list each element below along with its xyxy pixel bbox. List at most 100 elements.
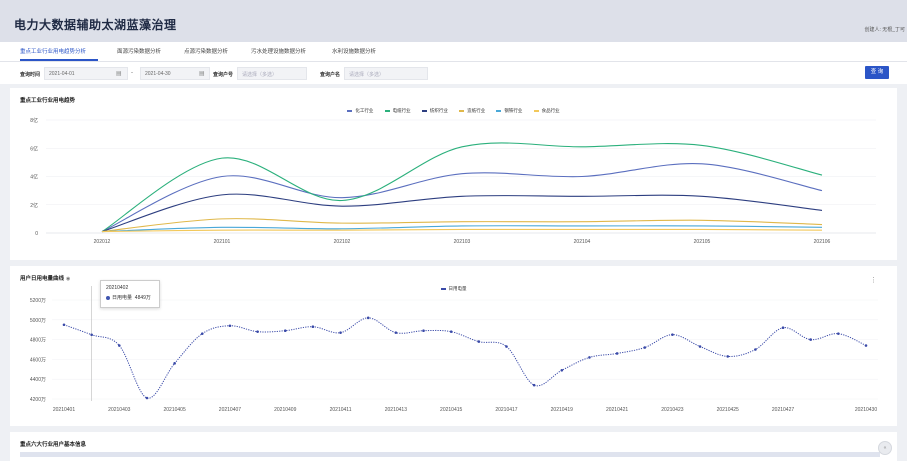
data-point <box>173 362 176 365</box>
x-tick-label: 20210405 <box>163 407 185 413</box>
tooltip-date: 20210402 <box>106 285 129 291</box>
tab-industry-trend[interactable]: 重点工业行业用电趋势分析 <box>20 49 87 55</box>
y-tick-label: 0 <box>35 231 38 237</box>
y-tick-label: 4800万 <box>30 338 46 344</box>
filter-bar: 查询时间 2021-04-01 ▤ - 2021-04-30 ▤ 查询户号 请选… <box>0 62 907 84</box>
data-point <box>588 356 591 359</box>
y-tick-label: 6亿 <box>30 145 38 152</box>
data-point <box>698 345 702 348</box>
y-tick-label: 4亿 <box>30 174 38 181</box>
account-select[interactable]: 请选择（多选） <box>237 67 307 80</box>
y-tick-label: 4400万 <box>30 377 46 383</box>
query-time-label: 查询时间 <box>20 72 41 78</box>
data-point <box>671 333 674 336</box>
x-tick-label: 20210413 <box>385 407 407 413</box>
end-date-value: 2021-04-30 <box>145 71 171 77</box>
data-point <box>809 338 812 341</box>
data-point <box>449 330 453 333</box>
x-tick-label: 202012 <box>94 239 111 245</box>
tooltip-row: 日用电量 4849万 <box>106 294 154 301</box>
data-point <box>90 333 93 337</box>
tab-nonpoint-pollution[interactable]: 面源污染数据分析 <box>117 49 162 55</box>
series-line <box>101 142 823 233</box>
x-tick-label: 20210411 <box>330 407 352 413</box>
tab-water-facility[interactable]: 水利设施数据分析 <box>332 49 377 55</box>
series-line <box>101 193 823 233</box>
panel-title: 重点工业行业用电趋势 <box>20 98 76 104</box>
end-date-input[interactable]: 2021-04-30 <box>140 67 210 80</box>
series-line <box>101 218 823 233</box>
x-tick-label: 202103 <box>454 239 471 245</box>
x-tick-label: 202105 <box>694 239 711 245</box>
series-line <box>63 317 867 399</box>
daily-usage-chart: 4200万 4400万 4600万 4800万 5000万 5200万 20210401 20… <box>30 286 878 413</box>
data-point <box>505 345 508 348</box>
legend-item[interactable]: 纺织行业 <box>421 108 448 114</box>
data-point <box>256 330 259 333</box>
y-tick-label: 4600万 <box>30 357 46 363</box>
x-tick-label: 20210421 <box>606 407 628 413</box>
legend-item[interactable]: 日用电量 <box>440 286 467 292</box>
series-line <box>101 228 823 233</box>
x-tick-label: 202106 <box>814 239 831 245</box>
x-tick-label: 20210407 <box>219 407 241 413</box>
eye-icon[interactable]: ◉ <box>66 276 71 282</box>
data-point <box>394 331 398 334</box>
x-tick-label: 20210423 <box>661 407 683 413</box>
tab-point-pollution[interactable]: 点源污染数据分析 <box>184 49 229 55</box>
calendar-icon[interactable]: ▤ <box>199 71 205 77</box>
tab-bar: 重点工业行业用电趋势分析 面源污染数据分析 点源污染数据分析 污水处理设施数据分… <box>0 42 907 62</box>
x-tick-label: 20210417 <box>495 407 517 413</box>
data-point <box>560 368 564 372</box>
y-tick-label: 5000万 <box>30 318 46 324</box>
series-line <box>101 225 823 233</box>
calendar-icon[interactable]: ▤ <box>116 71 122 77</box>
data-point <box>228 324 232 328</box>
legend-item[interactable]: 电缆行业 <box>384 108 411 114</box>
legend-item[interactable]: 造纸行业 <box>459 108 485 114</box>
x-tick-label: 202102 <box>334 239 351 245</box>
series-line <box>101 162 823 233</box>
data-point <box>864 344 868 347</box>
account-name-select[interactable]: 请选择（多选） <box>344 67 428 80</box>
app-header: 电力大数据辅助太湖蓝藻治理 创建人: 无根_丁可 <box>0 0 907 42</box>
y-tick-label: 5200万 <box>30 298 46 304</box>
x-tick-label: 20210425 <box>717 407 739 413</box>
data-point <box>781 326 785 330</box>
industry-trend-chart: 0 2亿 4亿 6亿 8亿 202012 202101 202102 202103 202104 2… <box>30 117 876 245</box>
data-point <box>422 329 425 332</box>
creator-label: 创建人: 无根_丁可 <box>864 27 905 33</box>
legend-item[interactable]: 化工行业 <box>347 108 373 114</box>
series-dot-icon <box>106 295 110 300</box>
data-point <box>118 344 121 347</box>
data-point <box>726 355 730 358</box>
data-point <box>200 332 204 335</box>
tab-sewage-facility[interactable]: 污水处理设施数据分析 <box>251 49 307 55</box>
data-point <box>283 329 287 332</box>
x-tick-label: 20210415 <box>440 407 462 413</box>
x-tick-label: 20210430 <box>855 407 877 413</box>
table-header <box>20 452 880 457</box>
more-icon[interactable]: ⋮ <box>870 277 877 284</box>
account-label: 查询户号 <box>213 72 234 78</box>
x-tick-label: 202101 <box>214 239 231 245</box>
industry-info-panel: 重点六大行业用户基本信息 <box>10 432 897 461</box>
chart-legend: 日用电量 <box>10 286 897 292</box>
start-date-value: 2021-04-01 <box>49 71 75 77</box>
panel-title: 重点六大行业用户基本信息 <box>20 442 87 448</box>
date-separator: - <box>131 70 133 76</box>
chart-legend: 化工行业 电缆行业 纺织行业 造纸行业 钢铁行业 食品行业 <box>10 108 897 114</box>
app-title: 电力大数据辅助太湖蓝藻治理 <box>14 18 177 32</box>
chart-tooltip: 20210402 日用电量 4849万 <box>100 280 160 308</box>
legend-item[interactable]: 钢铁行业 <box>496 108 522 114</box>
x-tick-label: 20210409 <box>274 407 296 413</box>
data-point <box>62 323 66 327</box>
query-button[interactable]: 查 询 <box>865 66 889 79</box>
scroll-top-icon[interactable]: « <box>878 441 892 455</box>
legend-item[interactable]: 食品行业 <box>533 108 560 114</box>
start-date-input[interactable]: 2021-04-01 <box>44 67 128 80</box>
industry-trend-panel: 重点工业行业用电趋势 化工行业 电缆行业 纺织行业 造纸行业 钢铁行业 食品行业… <box>10 88 897 260</box>
account-name-label: 查询户名 <box>320 72 341 78</box>
data-point <box>532 383 536 387</box>
data-point <box>311 325 315 329</box>
